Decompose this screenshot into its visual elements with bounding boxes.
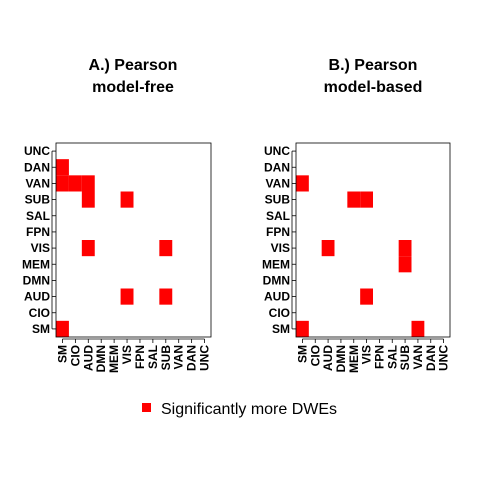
heatmap-cell-sub-vis	[120, 191, 134, 208]
x-tick-label-van: VAN	[411, 345, 425, 369]
y-tick-label-sm: SM	[272, 322, 290, 336]
x-tick-label-aud: AUD	[321, 345, 335, 371]
x-tick-label-mem: MEM	[347, 345, 361, 373]
heatmap-cell-sm-sm	[296, 320, 309, 337]
x-tick-label-cio: CIO	[68, 345, 82, 366]
x-tick-label-sub: SUB	[398, 345, 412, 371]
y-tick-label-dmn: DMN	[263, 273, 290, 287]
x-tick-label-mem: MEM	[107, 345, 121, 373]
legend: Significantly more DWEs	[142, 401, 337, 418]
panel-title-line-2: model-free	[92, 79, 174, 96]
x-tick-label-unc: UNC	[198, 345, 212, 371]
y-tick-label-dan: DAN	[264, 160, 290, 174]
heatmap-cell-vis-sub	[159, 240, 173, 257]
y-tick-label-cio: CIO	[29, 306, 50, 320]
y-tick-label-sal: SAL	[266, 209, 290, 223]
y-tick-label-van: VAN	[266, 176, 290, 190]
x-tick-label-sal: SAL	[385, 345, 399, 369]
panel-b: B.) Pearsonmodel-basedSMCIOAUDDMNMEMVISF…	[262, 57, 451, 373]
heatmap-cell-van-cio	[68, 175, 82, 192]
y-tick-label-dmn: DMN	[23, 273, 50, 287]
heatmap-cell-van-aud	[81, 175, 95, 192]
heatmap-cell-van-sm	[296, 175, 309, 192]
y-tick-label-sub: SUB	[25, 193, 51, 207]
plot-frame	[295, 142, 451, 338]
heatmap-cell-vis-aud	[321, 240, 335, 257]
heatmap-cell-sub-vis	[360, 191, 373, 208]
y-tick-label-unc: UNC	[24, 144, 50, 158]
x-tick-label-fpn: FPN	[372, 345, 386, 369]
panel-title-line-2: model-based	[324, 79, 423, 96]
x-tick-label-sm: SM	[295, 345, 309, 363]
y-tick-label-sm: SM	[32, 322, 50, 336]
heatmap-cell-sm-sm	[56, 320, 69, 337]
x-tick-label-vis: VIS	[120, 345, 134, 364]
heatmap-cell-vis-sub	[398, 240, 412, 257]
x-tick-label-fpn: FPN	[133, 345, 147, 369]
x-tick-label-sal: SAL	[146, 345, 160, 369]
y-tick-label-vis: VIS	[271, 241, 290, 255]
x-tick-label-dan: DAN	[185, 345, 199, 371]
heatmap-cell-sub-aud	[81, 191, 95, 208]
heatmap-cell-van-sm	[56, 175, 69, 192]
legend-label: Significantly more DWEs	[161, 401, 337, 418]
panel-a: A.) Pearsonmodel-freeSMCIOAUDDMNMEMVISFP…	[22, 57, 212, 373]
x-tick-label-aud: AUD	[81, 345, 95, 371]
x-tick-label-dan: DAN	[424, 345, 438, 371]
y-tick-label-fpn: FPN	[26, 225, 50, 239]
y-tick-label-mem: MEM	[262, 257, 290, 271]
y-tick-label-mem: MEM	[22, 257, 50, 271]
heatmap-cell-vis-aud	[81, 240, 95, 257]
y-tick-label-fpn: FPN	[266, 225, 290, 239]
x-tick-label-sub: SUB	[159, 345, 173, 371]
legend-swatch	[142, 403, 151, 412]
heatmap-cell-aud-sub	[159, 288, 173, 305]
heatmap-cell-aud-vis	[120, 288, 134, 305]
y-tick-label-sal: SAL	[26, 209, 50, 223]
x-tick-label-cio: CIO	[308, 345, 322, 366]
x-tick-label-unc: UNC	[437, 345, 451, 371]
y-tick-label-aud: AUD	[24, 290, 50, 304]
y-tick-label-cio: CIO	[269, 306, 290, 320]
panel-title-line-1: A.) Pearson	[89, 57, 178, 74]
x-tick-label-sm: SM	[55, 345, 69, 363]
plot-frame	[55, 142, 212, 338]
panel-title-line-1: B.) Pearson	[329, 57, 418, 74]
x-tick-label-dmn: DMN	[94, 345, 108, 372]
y-tick-label-vis: VIS	[31, 241, 50, 255]
y-tick-label-aud: AUD	[264, 290, 290, 304]
heatmap-cell-aud-vis	[360, 288, 373, 305]
heatmap-cell-sub-mem	[347, 191, 361, 208]
x-tick-label-vis: VIS	[360, 345, 374, 364]
y-tick-label-unc: UNC	[264, 144, 290, 158]
x-tick-label-dmn: DMN	[334, 345, 348, 372]
x-tick-label-van: VAN	[172, 345, 186, 369]
heatmap-cell-sm-van	[411, 320, 425, 337]
y-tick-label-van: VAN	[26, 176, 50, 190]
heatmap-cell-dan-sm	[56, 159, 69, 176]
y-tick-label-dan: DAN	[24, 160, 50, 174]
y-tick-label-sub: SUB	[265, 193, 291, 207]
heatmap-cell-mem-sub	[398, 256, 412, 273]
